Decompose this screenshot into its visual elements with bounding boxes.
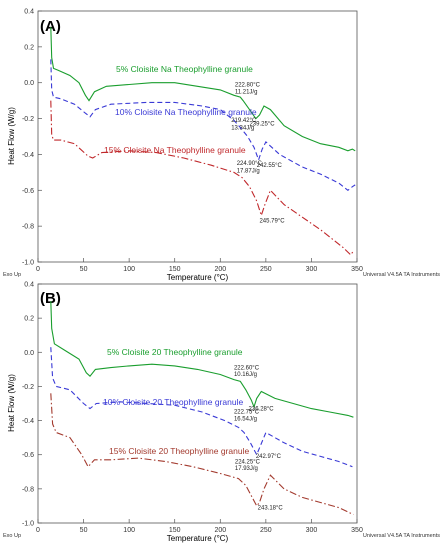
x-tick-label: 300 [306,527,318,534]
peak-annotation: 242.97°C [256,454,282,460]
peak-annotation: 10.16J/g [234,372,257,378]
x-tick-label: 200 [214,266,226,273]
peak-annotation: 219.42°C [231,118,257,124]
series-line [50,59,356,192]
series-label: 5% Cloisite Na Theophylline granule [116,64,253,74]
plot-frame [37,10,358,263]
y-tick-label: -1.0 [22,521,34,528]
series-line [50,393,354,515]
peak-annotation: 245.79°C [259,219,285,225]
peak-annotation: 236.28°C [249,406,275,412]
panel-letter: (B) [40,290,61,307]
series-line [50,301,354,418]
y-tick-label: -1.0 [22,260,34,267]
series-label: 15% Cloisite 20 Theophylline granule [109,446,249,456]
x-tick-label: 250 [260,527,272,534]
y-tick-label: 0.0 [24,350,34,357]
x-axis-title: Temperature (°C) [167,534,229,543]
exo-up-label: Exo Up [3,272,21,278]
y-tick-label: -0.4 [22,152,34,159]
series-line [50,27,356,152]
y-axis-title: Heat Flow (W/g) [7,374,16,432]
x-tick-label: 0 [36,266,40,273]
x-tick-label: 150 [169,527,181,534]
peak-annotation: 224.25°C [235,459,261,465]
series-label: 5% Cloisite 20 Theophylline granule [107,347,243,357]
x-tick-label: 50 [80,266,88,273]
y-tick-label: -0.6 [22,188,34,195]
instrument-label: Universal V4.5A TA Instruments [363,272,440,278]
exo-up-label: Exo Up [3,533,21,539]
y-tick-label: 0.4 [24,9,34,16]
series-line [50,347,353,468]
x-tick-label: 350 [351,266,363,273]
peak-annotation: 17.87J/g [237,168,260,174]
x-tick-label: 50 [80,527,88,534]
y-tick-label: -0.6 [22,452,34,459]
y-tick-label: -0.2 [22,384,34,391]
panel-letter: (A) [40,18,61,35]
y-tick-label: -0.8 [22,486,34,493]
peak-annotation: 224.90°C [237,161,263,167]
peak-annotation: 17.93J/g [235,466,258,472]
instrument-label: Universal V4.5A TA Instruments [363,533,440,539]
series-label: 15% Cloisite Na Theophylline granule [104,145,246,155]
peak-annotation: 222.60°C [234,365,260,371]
peak-annotation: 239.25°C [249,122,275,128]
plot-frame [37,283,358,524]
peak-annotation: 16.54J/g [234,417,257,423]
series-line [50,100,354,256]
y-tick-label: -0.2 [22,116,34,123]
series-label: 10% Cloisite 20 Theophylline granule [103,397,243,407]
y-tick-label: -0.8 [22,224,34,231]
peak-annotation: 243.18°C [258,505,284,511]
y-tick-label: 0.2 [24,316,34,323]
x-tick-label: 100 [123,266,135,273]
peak-annotation: 13.34J/g [231,125,254,131]
x-tick-label: 350 [351,527,363,534]
peak-annotation: 222.75°C [234,410,260,416]
x-tick-label: 0 [36,527,40,534]
x-tick-label: 250 [260,266,272,273]
peak-annotation: 242.55°C [257,163,283,169]
peak-annotation: 222.80°C [235,82,261,88]
y-tick-label: 0.0 [24,80,34,87]
x-tick-label: 300 [306,266,318,273]
series-label: 10% Cloisite Na Theophylline granule [115,107,257,117]
y-tick-label: 0.2 [24,44,34,51]
panel-b: 0.4 0.2 0.0 -0.2 -0.4 -0.6 -0.8 -1.00 50 100 150 20… [3,282,440,544]
x-tick-label: 200 [214,527,226,534]
y-tick-label: 0.4 [24,282,34,289]
x-tick-label: 100 [123,527,135,534]
y-tick-label: -0.4 [22,418,34,425]
y-axis-title: Heat Flow (W/g) [7,107,16,165]
x-axis-title: Temperature (°C) [167,273,229,282]
panel-a: 0.4 0.2 0.0 -0.2 -0.4 -0.6 -0.8 -1.00 50 100 150 20… [3,9,440,283]
peak-annotation: 11.21J/g [235,89,258,95]
x-tick-label: 150 [169,266,181,273]
